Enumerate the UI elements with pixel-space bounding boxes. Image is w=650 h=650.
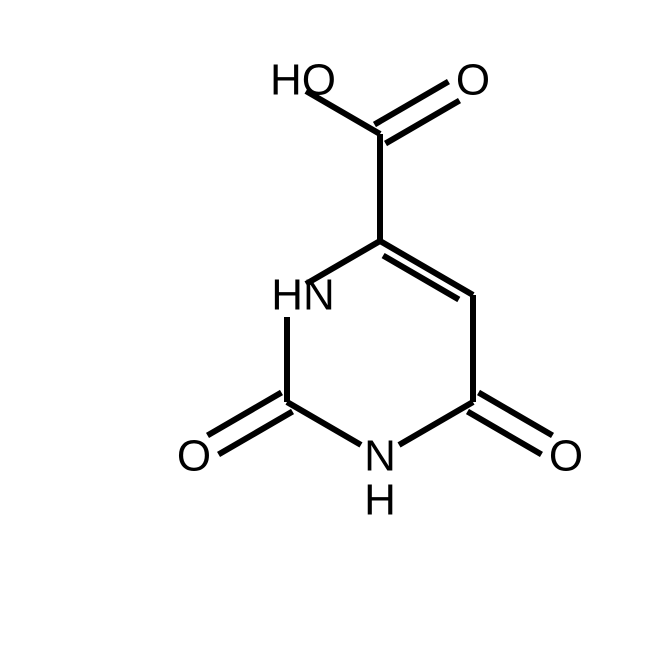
bond-line — [208, 392, 282, 435]
atom-label-n1: HN — [271, 271, 335, 320]
atom-label-h3: H — [364, 476, 396, 525]
bond-line — [479, 392, 553, 435]
bond-line — [380, 241, 473, 295]
bond-line — [399, 402, 473, 445]
atom-label-o_dbl_t: O — [456, 56, 490, 105]
atom-label-n3: N — [364, 432, 396, 481]
bond-line — [386, 101, 460, 144]
molecule-diagram: HOOHNNHOO — [0, 0, 650, 650]
atom-label-o_right: O — [549, 432, 583, 481]
bond-line — [219, 412, 293, 455]
bond-line — [374, 82, 448, 125]
bond-line — [467, 412, 541, 455]
atom-label-o_left: O — [177, 432, 211, 481]
atom-label-o_oh: HO — [270, 56, 336, 105]
bond-line — [287, 402, 361, 445]
